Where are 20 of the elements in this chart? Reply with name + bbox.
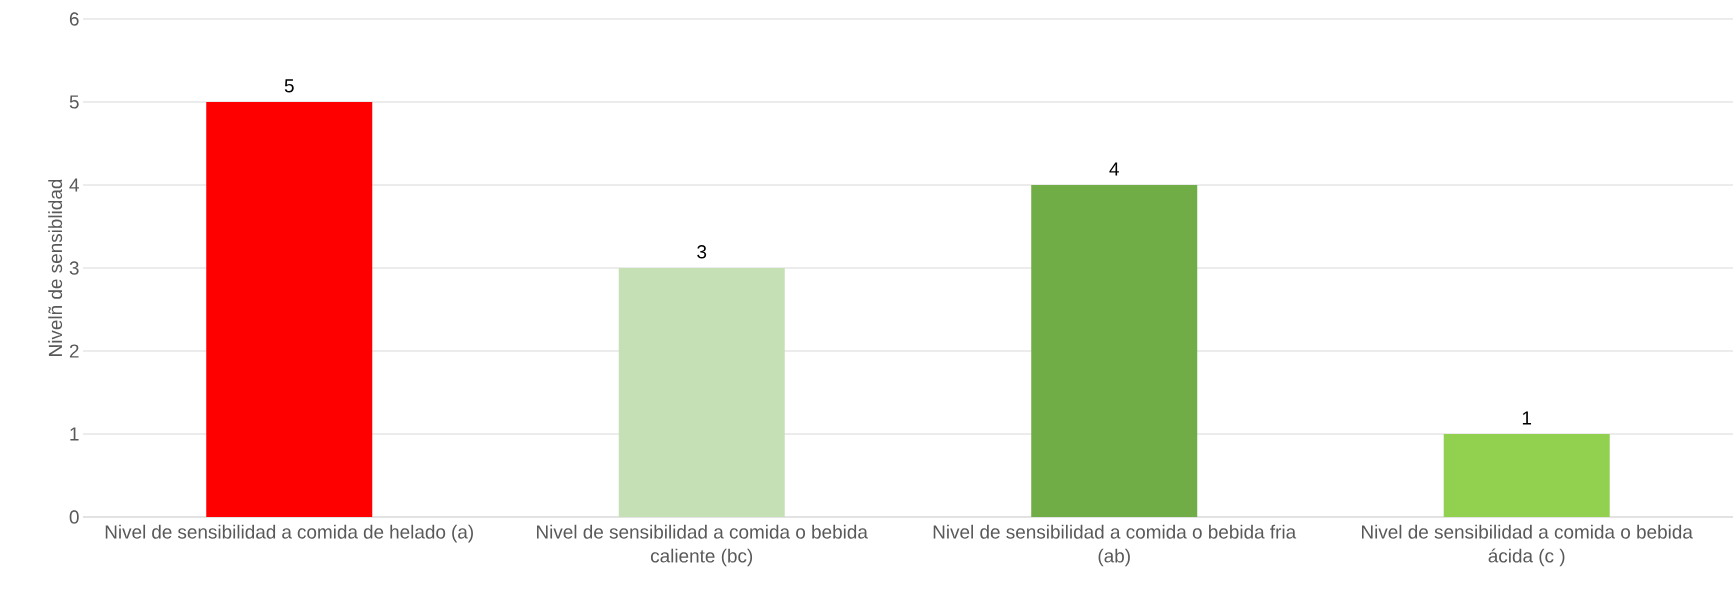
bar: [206, 102, 373, 517]
y-axis-title: Nivelñ de sensiblidad: [48, 179, 63, 356]
data-label: 4: [1109, 162, 1119, 176]
y-tick-label: 4: [69, 178, 79, 192]
data-label: 3: [697, 245, 707, 259]
x-tick-label: Nivel de sensibilidad a comida o bebida fria (ab): [933, 524, 1297, 567]
x-tick-label: Nivel de sensibilidad a comida o bebida ácida (c ): [1362, 524, 1693, 567]
y-tick-label: 2: [69, 344, 79, 358]
bar: [618, 268, 785, 517]
bar: [1031, 185, 1198, 517]
x-tick-label: Nivel de sensibilidad a comida de helado (a): [105, 524, 473, 543]
y-tick-label: 3: [69, 261, 79, 275]
bar: [1443, 434, 1610, 517]
y-tick-label: 6: [69, 12, 79, 26]
y-tick-label: 1: [70, 427, 79, 441]
data-label: 5: [284, 79, 294, 93]
data-label: 1: [1522, 411, 1532, 425]
y-tick-label: 0: [69, 510, 79, 524]
y-tick-label: 5: [69, 95, 79, 109]
x-tick-label: Nivel de sensibilidad a comida o bebida caliente (bc): [537, 524, 868, 567]
